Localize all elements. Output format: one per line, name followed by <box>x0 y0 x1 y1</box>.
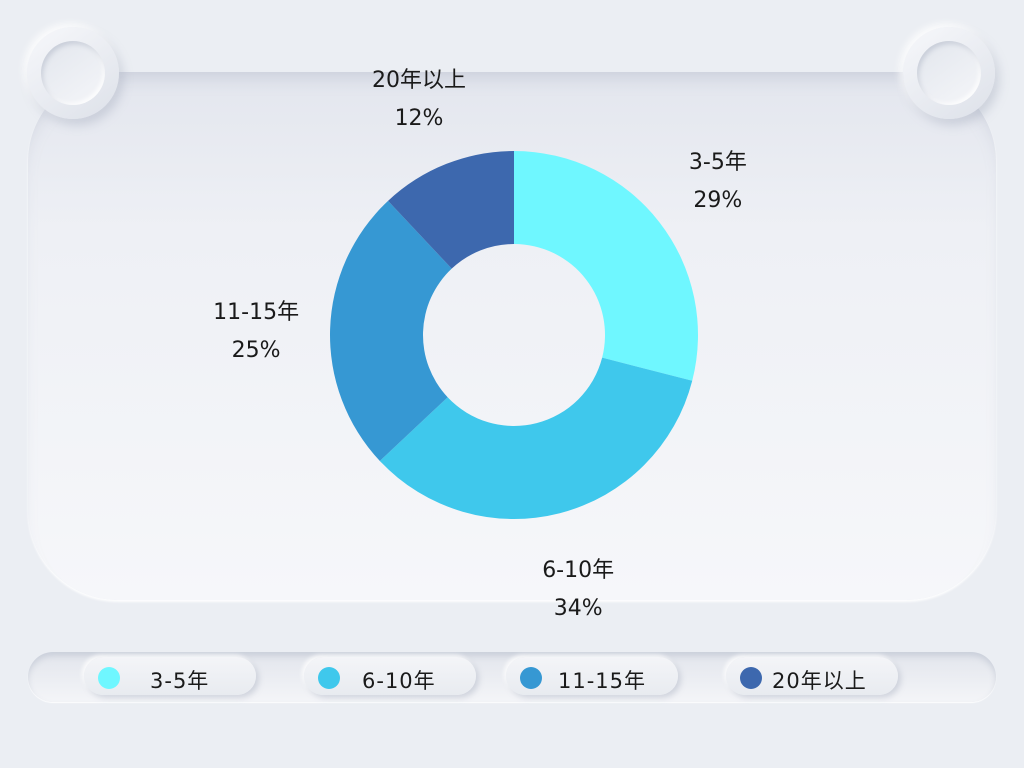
donut-chart: 3-5年 29% 6-10年 34% 11-15年 25% 20年以上 12% <box>213 68 747 621</box>
legend-label: 3-5年 <box>150 669 210 693</box>
donut-slice-1[interactable] <box>379 357 693 519</box>
legend-item-20-plus[interactable]: 20年以上 <box>726 657 898 695</box>
decorative-knob-right <box>903 27 995 119</box>
donut-slice-2[interactable] <box>330 200 452 461</box>
donut-slice-0[interactable] <box>514 151 698 381</box>
donut-slice-3[interactable] <box>388 151 514 269</box>
slice-percent-label: 12% <box>395 106 444 131</box>
legend-item-6-10[interactable]: 6-10年 <box>304 657 476 695</box>
legend-swatch <box>98 667 120 689</box>
slice-category-label: 20年以上 <box>372 68 466 93</box>
slice-labels: 3-5年 29% 6-10年 34% 11-15年 25% 20年以上 12% <box>213 68 747 621</box>
legend-item-3-5[interactable]: 3-5年 <box>84 657 256 695</box>
decorative-knob-left <box>27 27 119 119</box>
legend-item-11-15[interactable]: 11-15年 <box>506 657 678 695</box>
slice-percent-label: 25% <box>232 338 281 363</box>
legend-swatch <box>740 667 762 689</box>
slice-category-label: 11-15年 <box>213 300 299 325</box>
legend-label: 11-15年 <box>558 669 647 693</box>
slice-category-label: 6-10年 <box>542 558 614 583</box>
legend-label: 6-10年 <box>362 669 436 693</box>
slice-percent-label: 29% <box>693 188 742 213</box>
slice-percent-label: 34% <box>554 596 603 621</box>
donut-slices <box>330 151 698 519</box>
slice-category-label: 3-5年 <box>689 150 747 175</box>
legend-swatch <box>318 667 340 689</box>
legend-swatch <box>520 667 542 689</box>
legend-label: 20年以上 <box>772 669 867 693</box>
